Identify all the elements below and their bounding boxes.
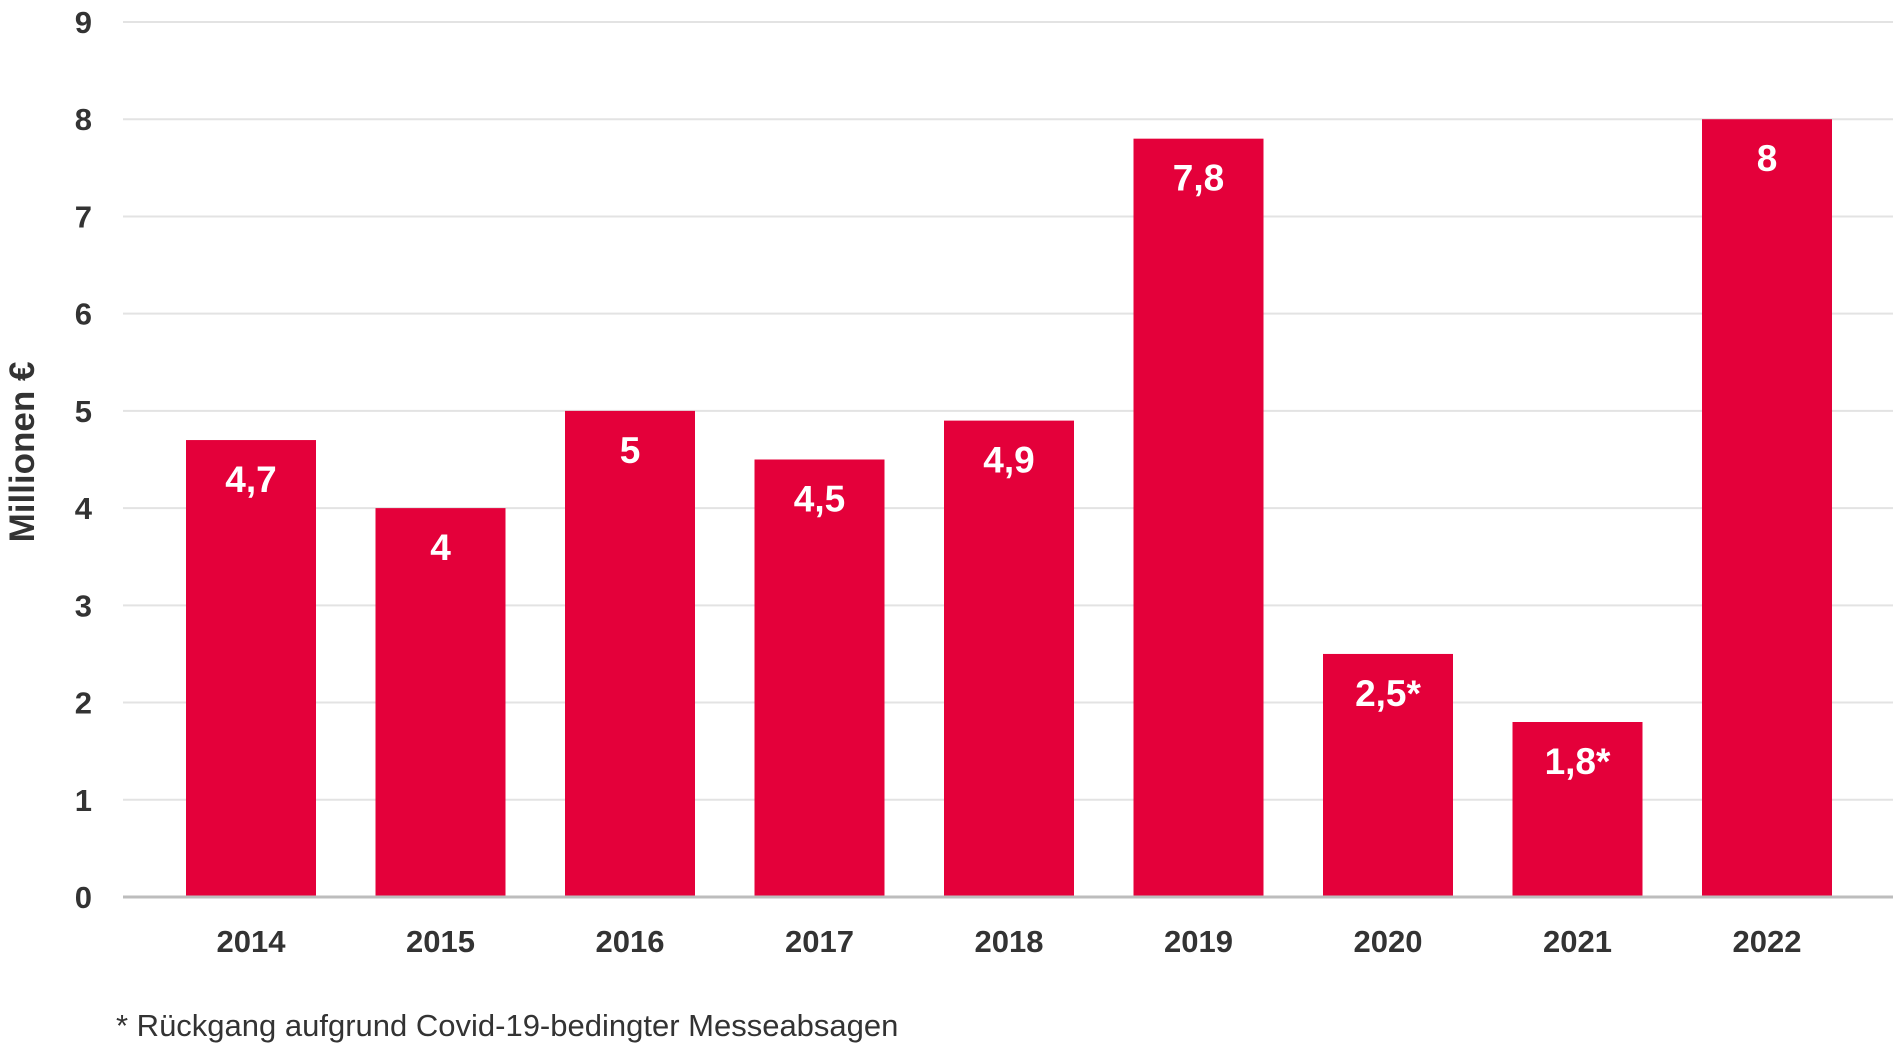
bar-value-label: 8 bbox=[1757, 138, 1778, 179]
bar-value-label: 7,8 bbox=[1173, 158, 1224, 199]
y-tick-label: 2 bbox=[75, 686, 92, 721]
y-axis-ticks: 0 1 2 3 4 5 6 7 8 9 bbox=[75, 5, 93, 915]
bar-2021 bbox=[1512, 722, 1643, 897]
footnote: * Rückgang aufgrund Covid-19-bedingter M… bbox=[116, 1008, 898, 1043]
y-tick-label: 7 bbox=[75, 199, 92, 234]
x-tick-label: 2019 bbox=[1164, 924, 1233, 959]
bar-value-label: 4,7 bbox=[225, 459, 276, 500]
bars: 4,7 4 5 4,5 4,9 7,8 2,5* 1,8* 8 bbox=[186, 119, 1832, 897]
y-tick-label: 0 bbox=[75, 880, 92, 915]
bar-2018 bbox=[944, 420, 1074, 897]
x-tick-label: 2014 bbox=[217, 924, 287, 959]
x-tick-label: 2021 bbox=[1543, 924, 1612, 959]
bar-2015 bbox=[375, 508, 506, 897]
x-tick-label: 2017 bbox=[785, 924, 854, 959]
bar-value-label: 5 bbox=[620, 430, 641, 471]
bar-value-label: 4 bbox=[430, 527, 451, 568]
bar-2019 bbox=[1133, 138, 1264, 897]
bar-value-label: 2,5* bbox=[1355, 673, 1421, 714]
bar-value-label: 4,9 bbox=[983, 440, 1034, 481]
bar-value-label: 1,8* bbox=[1545, 741, 1611, 782]
bar-2017 bbox=[754, 459, 885, 897]
x-tick-label: 2020 bbox=[1354, 924, 1423, 959]
x-axis-ticks: 2014 2015 2016 2017 2018 2019 2020 2021 2022 bbox=[217, 924, 1802, 959]
x-tick-label: 2022 bbox=[1733, 924, 1802, 959]
y-tick-label: 4 bbox=[75, 491, 93, 526]
bar-2014 bbox=[186, 440, 316, 897]
bar-value-label: 4,5 bbox=[794, 479, 845, 520]
y-tick-label: 1 bbox=[75, 783, 92, 818]
y-tick-label: 9 bbox=[75, 5, 92, 40]
y-axis-title: Millionen € bbox=[3, 362, 42, 543]
x-tick-label: 2016 bbox=[596, 924, 665, 959]
x-tick-label: 2018 bbox=[975, 924, 1044, 959]
y-tick-label: 6 bbox=[75, 297, 92, 332]
bar-2022 bbox=[1702, 119, 1832, 897]
y-tick-label: 5 bbox=[75, 394, 92, 429]
bar-2016 bbox=[565, 410, 695, 897]
y-tick-label: 8 bbox=[75, 102, 92, 137]
x-tick-label: 2015 bbox=[406, 924, 475, 959]
bar-2020 bbox=[1323, 653, 1453, 897]
y-tick-label: 3 bbox=[75, 588, 92, 623]
